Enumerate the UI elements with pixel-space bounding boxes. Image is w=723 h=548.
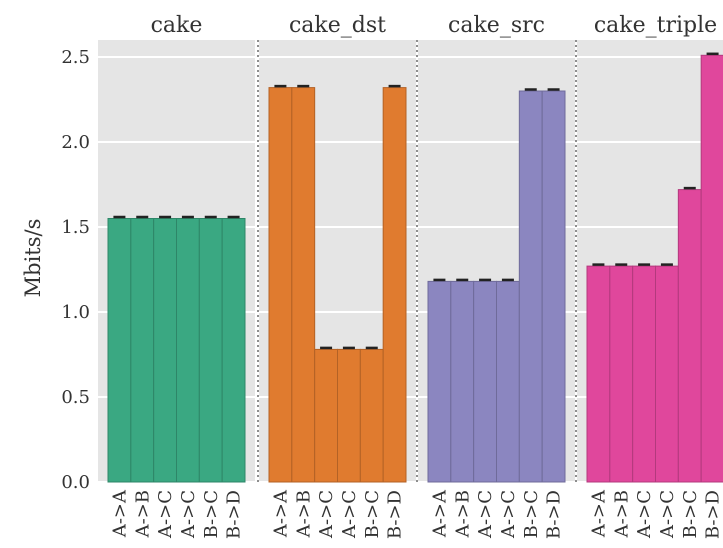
- y-tick-label: 1.5: [61, 217, 90, 238]
- y-tick-label: 2.5: [61, 47, 90, 68]
- bar: [632, 265, 657, 483]
- bar: [518, 90, 543, 483]
- x-tick-label: B->D: [544, 490, 565, 539]
- x-tick-label: B->C: [201, 490, 222, 539]
- x-tick-label: A->C: [316, 490, 337, 539]
- y-tick-label: 1.0: [61, 302, 90, 323]
- x-tick-label: B->D: [385, 490, 406, 539]
- bar: [198, 218, 223, 483]
- y-tick-label: 0.5: [61, 387, 90, 408]
- bar: [473, 280, 497, 483]
- bar: [427, 280, 452, 483]
- x-tick-label: A->B: [132, 490, 153, 538]
- x-tick-label: A->C: [178, 490, 199, 539]
- x-tick-label: A->B: [611, 490, 632, 538]
- y-tick-label: 0.0: [61, 472, 90, 493]
- bar: [359, 348, 384, 483]
- bar: [337, 348, 361, 483]
- bar: [541, 90, 566, 483]
- panel-title: cake_triple: [594, 13, 717, 38]
- bar: [655, 265, 679, 483]
- x-tick-label: A->B: [293, 490, 314, 538]
- x-tick-label: A->C: [634, 490, 655, 539]
- bar: [107, 218, 132, 483]
- x-tick-label: A->C: [498, 490, 519, 539]
- x-tick-label: B->D: [224, 490, 245, 539]
- bar: [382, 87, 407, 483]
- x-tick-label: A->C: [475, 490, 496, 539]
- x-tick-label: A->C: [657, 490, 678, 539]
- panel-title: cake_dst: [289, 13, 386, 38]
- panel-title: cake: [151, 13, 203, 38]
- x-tick-label: A->A: [588, 489, 609, 538]
- bar: [700, 54, 723, 483]
- bar: [450, 280, 475, 483]
- panel-title: cake_src: [448, 13, 545, 38]
- bar: [268, 87, 293, 483]
- bar: [130, 218, 155, 483]
- x-tick-label: B->C: [521, 490, 542, 539]
- bar: [153, 218, 178, 483]
- x-tick-label: B->C: [362, 490, 383, 539]
- bar: [609, 265, 634, 483]
- bar: [221, 218, 246, 483]
- x-tick-label: A->A: [270, 489, 291, 538]
- x-tick-label: A->A: [429, 489, 450, 538]
- x-tick-label: A->A: [109, 489, 130, 538]
- bar: [314, 348, 338, 483]
- x-tick-label: B->D: [703, 490, 723, 539]
- bar: [677, 189, 702, 483]
- y-tick-label: 2.0: [61, 132, 90, 153]
- bar: [496, 280, 520, 483]
- x-tick-label: A->C: [339, 490, 360, 539]
- y-axis-label: Mbits/s: [21, 219, 45, 298]
- bar: [176, 218, 200, 483]
- x-tick-label: A->B: [452, 490, 473, 538]
- bar: [586, 265, 611, 483]
- x-tick-label: A->C: [155, 490, 176, 539]
- x-tick-label: B->C: [680, 490, 701, 539]
- bar: [291, 87, 316, 483]
